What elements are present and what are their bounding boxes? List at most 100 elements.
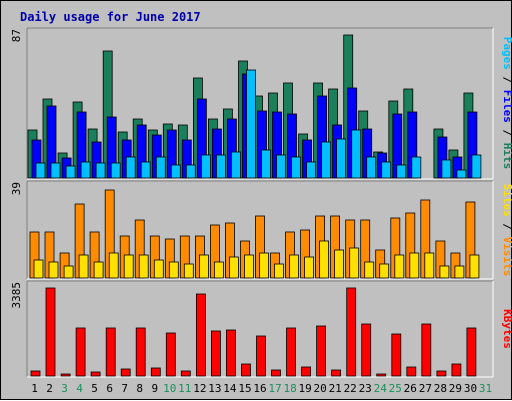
bar-pages-day-19 bbox=[306, 161, 317, 179]
bar-pages-day-15 bbox=[246, 69, 256, 179]
bar-pages-day-7 bbox=[125, 156, 136, 179]
x-tick-label: 23 bbox=[359, 382, 372, 395]
bar-kbytes-day-27 bbox=[421, 323, 432, 377]
bar-sites-day-20 bbox=[319, 240, 330, 279]
x-tick-label: 24 bbox=[374, 382, 388, 395]
bar-pages-day-21 bbox=[336, 138, 347, 179]
x-tick-label: 15 bbox=[238, 382, 251, 395]
bar-sites-day-30 bbox=[469, 254, 480, 279]
bar-pages-day-5 bbox=[95, 162, 106, 179]
bar-kbytes-day-6 bbox=[105, 327, 116, 377]
bar-sites-day-28 bbox=[439, 265, 450, 279]
bar-pages-day-12 bbox=[200, 154, 211, 179]
x-tick-label: 27 bbox=[419, 382, 432, 395]
x-tick-label: 22 bbox=[344, 382, 357, 395]
chart-title: Daily usage for June 2017 bbox=[20, 10, 201, 24]
bar-pages-day-23 bbox=[366, 156, 377, 179]
x-tick-label: 18 bbox=[283, 382, 296, 395]
bar-kbytes-day-21 bbox=[331, 369, 342, 377]
x-tick-label: 30 bbox=[464, 382, 477, 395]
legend-item-sites: Sites bbox=[501, 184, 512, 217]
bar-pages-day-10 bbox=[170, 164, 181, 179]
bar-pages-day-6 bbox=[110, 162, 121, 179]
bar-sites-day-19 bbox=[304, 256, 315, 279]
bar-kbytes-day-22 bbox=[346, 287, 357, 377]
bar-pages-day-28 bbox=[441, 159, 452, 179]
ymax-label-kbytes: 3385 bbox=[10, 282, 23, 309]
legend-bottom: KBytes bbox=[501, 309, 512, 349]
bar-kbytes-day-28 bbox=[436, 370, 447, 377]
bar-kbytes-day-8 bbox=[135, 327, 146, 377]
bar-pages-day-30 bbox=[471, 154, 482, 179]
bar-sites-day-17 bbox=[274, 263, 284, 279]
legend-separator: / bbox=[501, 123, 512, 143]
bar-pages-day-3 bbox=[65, 165, 76, 179]
bar-sites-day-6 bbox=[108, 252, 119, 279]
x-tick-label: 20 bbox=[313, 382, 326, 395]
bar-kbytes-day-19 bbox=[301, 366, 312, 377]
x-tick-label: 10 bbox=[163, 382, 176, 395]
bar-pages-day-4 bbox=[80, 161, 91, 179]
x-tick-label: 2 bbox=[46, 382, 53, 395]
bar-sites-day-24 bbox=[379, 263, 390, 279]
bar-pages-day-16 bbox=[261, 149, 271, 179]
bar-pages-day-13 bbox=[215, 154, 226, 179]
x-tick-label: 7 bbox=[121, 382, 128, 395]
bar-kbytes-day-12 bbox=[195, 293, 206, 377]
x-tick-label: 8 bbox=[136, 382, 143, 395]
bar-sites-day-21 bbox=[334, 249, 345, 279]
bar-pages-day-25 bbox=[396, 164, 407, 179]
bar-sites-day-26 bbox=[409, 252, 420, 279]
bar-kbytes-day-17 bbox=[271, 369, 281, 377]
chart-panels: 87 39 3385 bbox=[10, 27, 494, 378]
bar-kbytes-day-23 bbox=[361, 323, 372, 377]
bar-pages-day-1 bbox=[35, 162, 46, 179]
legend-item-hits: Hits bbox=[501, 143, 512, 170]
bar-sites-day-8 bbox=[138, 254, 149, 279]
bar-kbytes-day-18 bbox=[286, 327, 296, 377]
panel-visits-sites: 39 bbox=[10, 180, 494, 280]
bar-kbytes-day-4 bbox=[75, 327, 86, 377]
bar-sites-day-18 bbox=[289, 254, 299, 279]
bar-kbytes-day-3 bbox=[60, 373, 71, 377]
x-tick-label: 4 bbox=[76, 382, 83, 395]
x-tick-label: 17 bbox=[268, 382, 281, 395]
legend-item-pages: Pages bbox=[501, 37, 512, 70]
legend-item-kbytes: KBytes bbox=[501, 309, 512, 349]
bar-sites-day-3 bbox=[63, 265, 74, 279]
x-tick-label: 6 bbox=[106, 382, 113, 395]
bar-pages-day-17 bbox=[276, 154, 286, 179]
bar-pages-day-11 bbox=[185, 164, 196, 179]
bar-kbytes-day-1 bbox=[30, 370, 41, 377]
bar-kbytes-day-30 bbox=[466, 327, 477, 377]
panel-hits-files-pages: 87 bbox=[10, 27, 494, 180]
bar-sites-day-9 bbox=[153, 259, 164, 279]
bar-kbytes-day-2 bbox=[45, 287, 56, 377]
bar-sites-day-10 bbox=[168, 261, 179, 279]
legend-item-files: Files bbox=[501, 90, 512, 123]
bar-sites-day-7 bbox=[123, 254, 134, 279]
legends: Pages / Files / Hits Sites / Visits KBytes bbox=[501, 37, 512, 349]
bar-kbytes-day-26 bbox=[406, 366, 417, 377]
bar-kbytes-day-25 bbox=[391, 333, 402, 377]
legend-middle: Sites / Visits bbox=[501, 184, 512, 277]
x-tick-label: 11 bbox=[178, 382, 191, 395]
x-tick-label: 21 bbox=[329, 382, 342, 395]
bar-sites-day-5 bbox=[93, 261, 104, 279]
bar-kbytes-day-15 bbox=[241, 363, 251, 377]
x-tick-label: 25 bbox=[389, 382, 402, 395]
bar-pages-day-26 bbox=[411, 156, 422, 179]
x-tick-label: 1 bbox=[31, 382, 38, 395]
bar-kbytes-day-7 bbox=[120, 368, 131, 377]
bar-kbytes-day-10 bbox=[165, 332, 176, 377]
x-tick-label: 12 bbox=[193, 382, 206, 395]
ymax-label-hits-files-pages: 87 bbox=[10, 29, 23, 42]
x-tick-label: 31 bbox=[479, 382, 492, 395]
bar-pages-day-20 bbox=[321, 141, 332, 179]
bar-kbytes-day-11 bbox=[180, 370, 191, 377]
x-tick-label: 28 bbox=[434, 382, 447, 395]
bar-sites-day-14 bbox=[228, 256, 239, 279]
x-tick-label: 5 bbox=[91, 382, 98, 395]
